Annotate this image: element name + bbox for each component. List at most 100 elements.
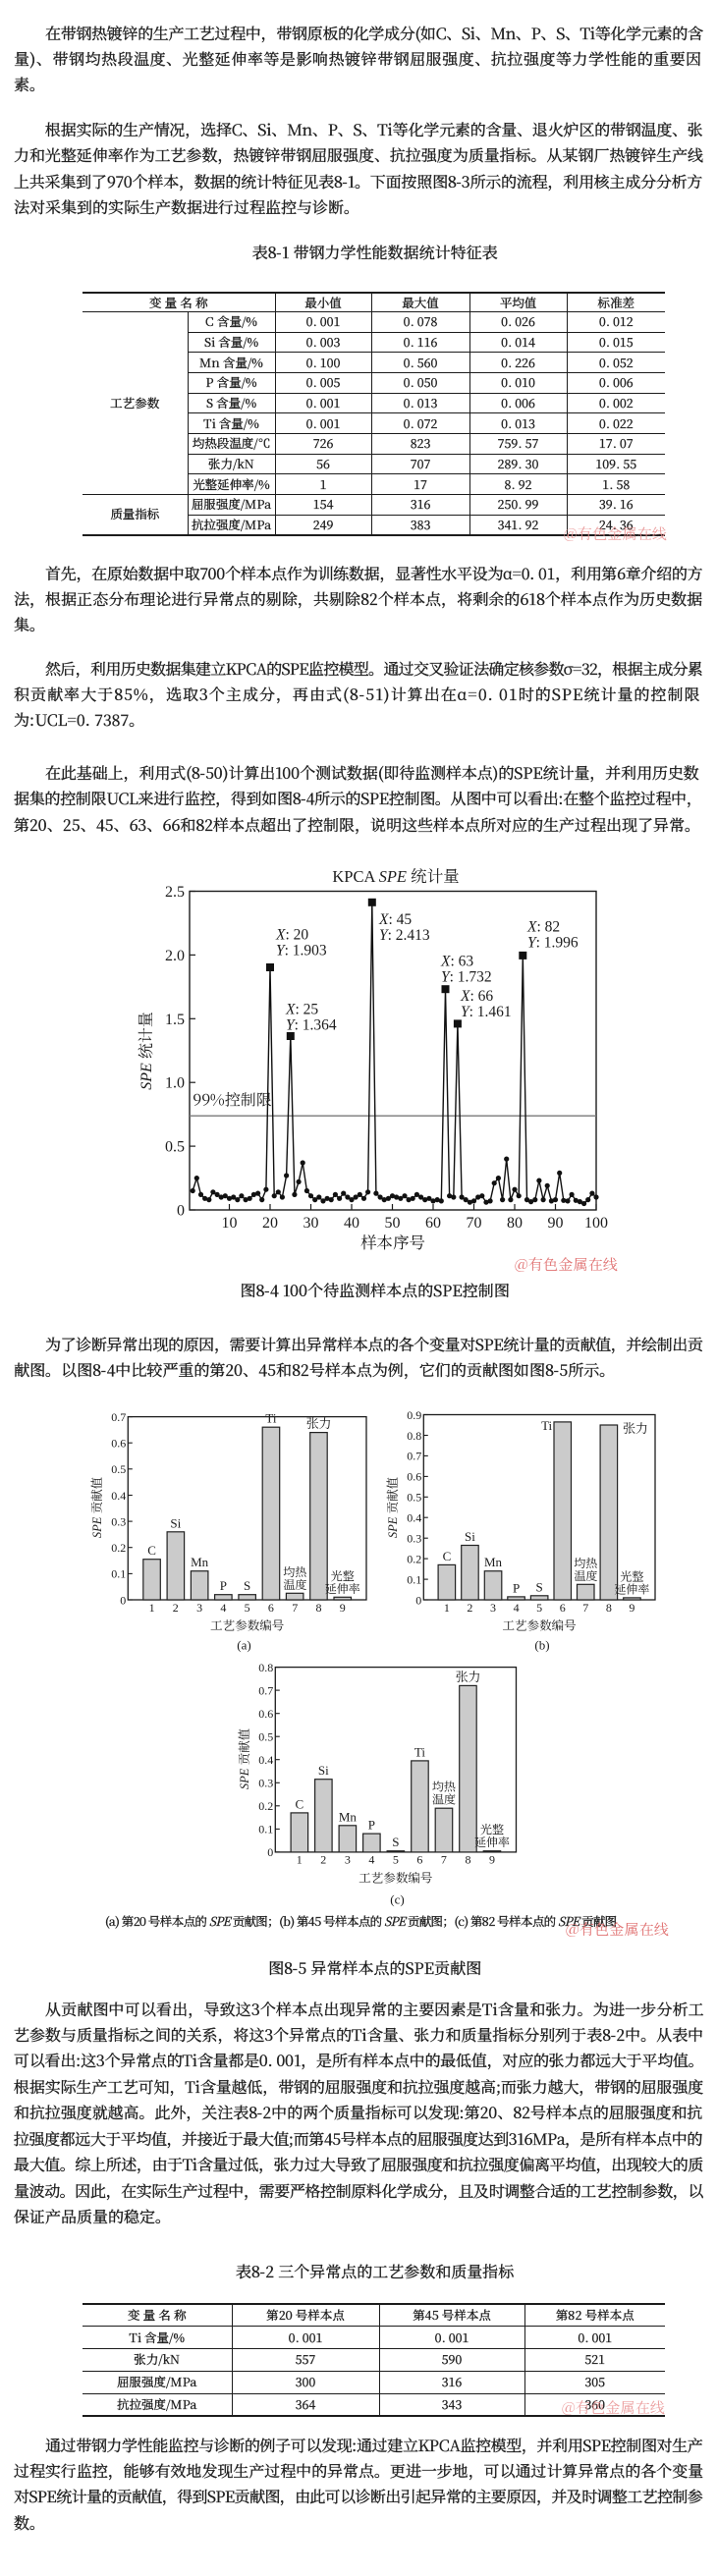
svg-text:0.7: 0.7: [111, 1410, 126, 1424]
svg-text:4: 4: [514, 1601, 520, 1615]
svg-text:0.1: 0.1: [111, 1567, 126, 1581]
svg-text:SPE 贡献值: SPE 贡献值: [235, 1727, 252, 1789]
svg-text:60: 60: [425, 1215, 441, 1232]
svg-text:Mn: Mn: [191, 1555, 209, 1569]
svg-text:均热: 均热: [283, 1563, 306, 1580]
svg-text:1.5: 1.5: [165, 1012, 185, 1028]
svg-text:0: 0: [415, 1593, 421, 1607]
svg-text:0.9: 0.9: [407, 1408, 421, 1422]
svg-text:2: 2: [467, 1601, 472, 1615]
svg-text:8: 8: [606, 1601, 612, 1615]
svg-text:0.5: 0.5: [165, 1139, 185, 1156]
svg-text:0.6: 0.6: [407, 1470, 421, 1484]
svg-text:Mn: Mn: [339, 1809, 358, 1824]
svg-text:0.4: 0.4: [258, 1753, 273, 1767]
svg-text:温度: 温度: [431, 1791, 456, 1808]
svg-text:5: 5: [536, 1601, 542, 1615]
svg-text:0.6: 0.6: [258, 1707, 273, 1721]
svg-text:延伸率: 延伸率: [474, 1834, 510, 1850]
svg-text:0: 0: [177, 1203, 185, 1220]
svg-text:30: 30: [303, 1215, 319, 1232]
svg-text:Mn: Mn: [484, 1555, 503, 1569]
svg-text:90: 90: [548, 1215, 564, 1232]
svg-text:工艺参数编号: 工艺参数编号: [503, 1617, 578, 1634]
svg-text:9: 9: [629, 1601, 634, 1615]
svg-text:8: 8: [316, 1601, 322, 1615]
svg-text:100: 100: [584, 1215, 608, 1232]
svg-text:0: 0: [267, 1845, 273, 1859]
svg-text:张力: 张力: [305, 1413, 331, 1432]
svg-text:Y: 1.461: Y: 1.461: [461, 1004, 512, 1020]
svg-text:(c): (c): [390, 1892, 404, 1907]
svg-text:9: 9: [489, 1853, 495, 1867]
svg-text:Si: Si: [465, 1529, 475, 1544]
svg-text:2.0: 2.0: [165, 948, 185, 964]
svg-text:80: 80: [507, 1215, 523, 1232]
svg-text:KPCA SPE 统计量: KPCA SPE 统计量: [332, 863, 459, 887]
svg-text:延伸率: 延伸率: [325, 1580, 360, 1597]
svg-text:0.7: 0.7: [407, 1450, 421, 1463]
svg-text:工艺参数编号: 工艺参数编号: [358, 1868, 433, 1886]
svg-text:0.7: 0.7: [258, 1683, 273, 1697]
svg-text:张力: 张力: [623, 1418, 648, 1437]
svg-text:5: 5: [393, 1853, 399, 1867]
svg-text:0.2: 0.2: [407, 1552, 421, 1565]
svg-text:1: 1: [149, 1601, 155, 1615]
svg-text:4: 4: [368, 1853, 374, 1867]
svg-text:样本序号: 样本序号: [360, 1230, 425, 1253]
svg-text:Y: 1.996: Y: 1.996: [527, 935, 579, 952]
svg-text:X: 63: X: 63: [440, 954, 473, 970]
svg-text:0.4: 0.4: [407, 1511, 421, 1525]
svg-text:0.1: 0.1: [258, 1823, 273, 1836]
svg-text:Y: 1.732: Y: 1.732: [441, 969, 492, 986]
svg-text:0.8: 0.8: [258, 1661, 273, 1674]
svg-text:40: 40: [344, 1215, 359, 1232]
svg-text:1: 1: [297, 1853, 303, 1867]
svg-text:延伸率: 延伸率: [614, 1580, 649, 1597]
svg-text:工艺参数编号: 工艺参数编号: [210, 1617, 285, 1634]
svg-text:X: 66: X: 66: [460, 988, 493, 1005]
svg-text:50: 50: [385, 1215, 401, 1232]
svg-text:6: 6: [268, 1601, 274, 1615]
svg-text:P: P: [368, 1818, 375, 1833]
svg-text:P: P: [513, 1580, 520, 1595]
svg-text:SPE 统计量: SPE 统计量: [134, 1012, 156, 1090]
svg-text:0.5: 0.5: [258, 1730, 273, 1744]
svg-text:20: 20: [262, 1215, 278, 1232]
svg-text:1.0: 1.0: [165, 1075, 185, 1092]
svg-text:7: 7: [582, 1601, 588, 1615]
svg-text:(a): (a): [237, 1638, 250, 1653]
svg-text:Si: Si: [318, 1763, 329, 1778]
svg-text:2: 2: [173, 1601, 179, 1615]
svg-text:3: 3: [345, 1853, 351, 1867]
svg-text:均热: 均热: [574, 1555, 597, 1571]
svg-text:2: 2: [320, 1853, 326, 1867]
svg-text:0.6: 0.6: [111, 1437, 126, 1451]
svg-text:C: C: [443, 1549, 452, 1563]
svg-text:0: 0: [120, 1593, 126, 1607]
svg-text:0.3: 0.3: [111, 1514, 126, 1528]
svg-text:99%控制限: 99%控制限: [193, 1088, 273, 1111]
svg-text:Ti: Ti: [265, 1411, 276, 1426]
svg-text:70: 70: [467, 1215, 482, 1232]
svg-text:10: 10: [222, 1215, 238, 1232]
svg-text:X: 20: X: 20: [275, 927, 308, 944]
svg-text:(b): (b): [534, 1638, 549, 1653]
svg-text:X: 45: X: 45: [378, 911, 412, 928]
svg-text:0.3: 0.3: [258, 1777, 273, 1790]
svg-text:2.5: 2.5: [165, 884, 185, 901]
svg-text:5: 5: [245, 1601, 250, 1615]
svg-text:P: P: [220, 1578, 227, 1593]
svg-text:3: 3: [490, 1601, 496, 1615]
svg-text:Y: 1.364: Y: 1.364: [286, 1017, 337, 1034]
svg-text:8: 8: [466, 1853, 471, 1867]
svg-text:Si: Si: [170, 1515, 181, 1530]
svg-text:光整: 光整: [331, 1567, 355, 1584]
svg-text:光整: 光整: [620, 1567, 643, 1584]
svg-text:X: 82: X: 82: [526, 919, 560, 936]
svg-text:张力: 张力: [455, 1667, 480, 1685]
svg-text:C: C: [147, 1543, 156, 1558]
svg-text:0.2: 0.2: [258, 1799, 273, 1813]
svg-text:1: 1: [444, 1601, 450, 1615]
svg-text:0.2: 0.2: [111, 1541, 126, 1555]
